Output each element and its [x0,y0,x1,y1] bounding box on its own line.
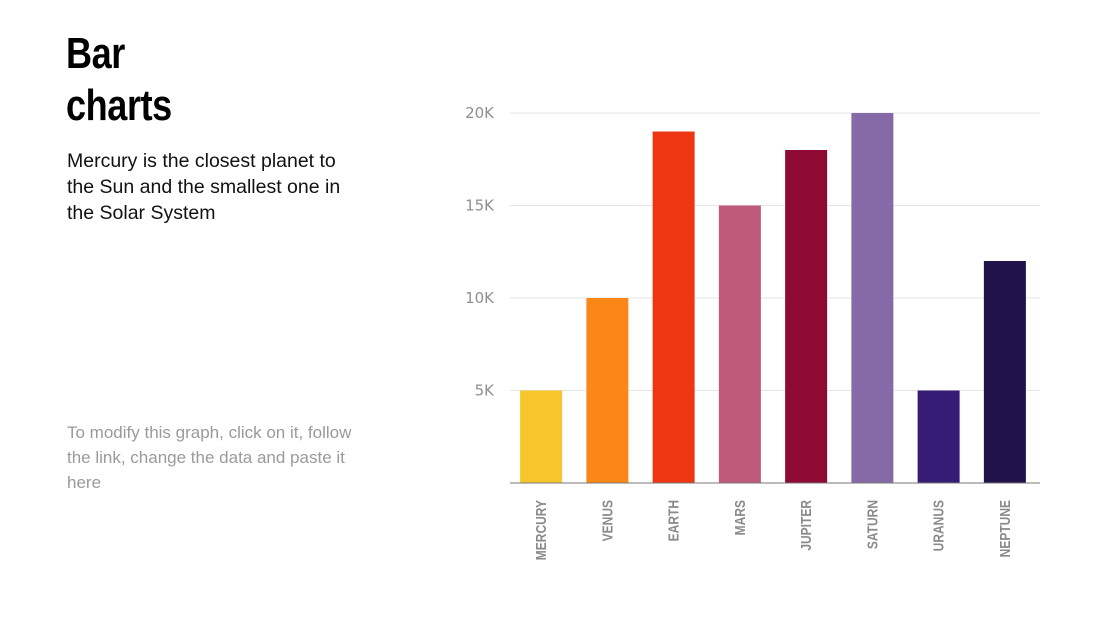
instruction-note: To modify this graph, click on it, follo… [67,423,352,492]
x-tick-label: SATURN [864,500,881,549]
bar-uranus[interactable] [917,390,960,484]
x-tick-label: VENUS [599,500,616,541]
bar-venus[interactable] [586,298,629,483]
x-tick-label: MARS [732,500,749,535]
y-tick-label: 15K [465,197,495,215]
bar-mars[interactable] [718,205,761,484]
x-tick-label: URANUS [930,500,947,551]
bar-mercury[interactable] [520,390,563,484]
x-tick-label: EARTH [665,500,682,541]
title-line-2: charts [66,81,172,130]
bar-neptune[interactable] [983,261,1026,483]
y-tick-label: 10K [465,289,495,307]
x-tick-label: NEPTUNE [997,500,1014,557]
y-tick-label: 20K [465,104,495,122]
bar-earth[interactable] [652,131,695,484]
bar-saturn[interactable] [851,113,894,483]
x-tick-label: MERCURY [533,500,550,560]
slide-subtitle: Mercury is the closest planet to the Sun… [67,150,341,224]
title-line-1: Bar [66,29,125,78]
x-tick-label: JUPITER [798,500,815,551]
slide-title: Bar charts [66,28,172,132]
bar-jupiter[interactable] [785,150,828,483]
y-tick-label: 5K [475,382,496,400]
